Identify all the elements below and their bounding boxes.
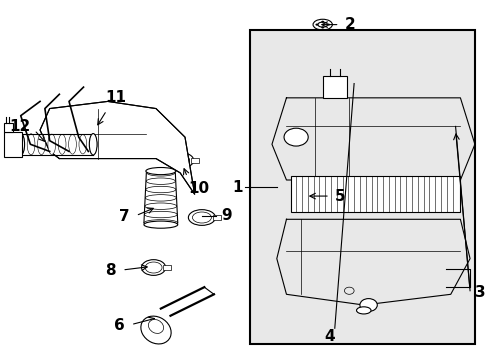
Ellipse shape [58,134,66,154]
Ellipse shape [144,203,177,210]
Ellipse shape [144,211,177,218]
Ellipse shape [146,170,175,176]
Ellipse shape [148,320,163,333]
Ellipse shape [166,153,193,168]
Text: 3: 3 [474,285,485,300]
Bar [4,123,14,132]
Ellipse shape [143,221,177,228]
Text: 11: 11 [105,90,126,105]
Ellipse shape [141,316,171,344]
Circle shape [284,128,307,146]
Polygon shape [40,102,194,194]
Ellipse shape [143,220,177,226]
Ellipse shape [48,134,56,154]
Ellipse shape [17,134,24,155]
Ellipse shape [188,210,215,225]
Bar [322,76,346,98]
Text: 7: 7 [119,209,129,224]
Ellipse shape [27,134,35,155]
Bar [4,132,22,157]
Bar [250,30,474,344]
Ellipse shape [79,135,86,154]
Text: 8: 8 [105,263,116,278]
Text: 10: 10 [188,181,209,196]
Circle shape [315,23,318,26]
Ellipse shape [17,134,24,155]
Ellipse shape [38,134,45,155]
Ellipse shape [145,167,176,175]
Circle shape [359,298,377,311]
Bar [163,265,170,270]
Ellipse shape [141,260,165,275]
Circle shape [321,26,324,28]
Ellipse shape [145,195,176,201]
Text: 6: 6 [114,318,124,333]
Bar [291,176,460,212]
Ellipse shape [146,178,175,184]
Text: 5: 5 [334,189,345,203]
Circle shape [326,23,329,26]
Ellipse shape [89,135,97,154]
Bar [212,215,221,220]
Text: 2: 2 [344,17,354,32]
Bar [250,30,474,344]
Text: 1: 1 [232,180,243,195]
Circle shape [321,21,324,23]
Text: 4: 4 [324,329,335,344]
Bar [191,158,199,163]
Ellipse shape [356,307,370,314]
Text: 9: 9 [221,208,231,223]
Ellipse shape [312,19,332,30]
Ellipse shape [145,186,176,193]
Ellipse shape [89,134,97,155]
Text: 12: 12 [9,119,30,134]
Ellipse shape [68,134,76,154]
